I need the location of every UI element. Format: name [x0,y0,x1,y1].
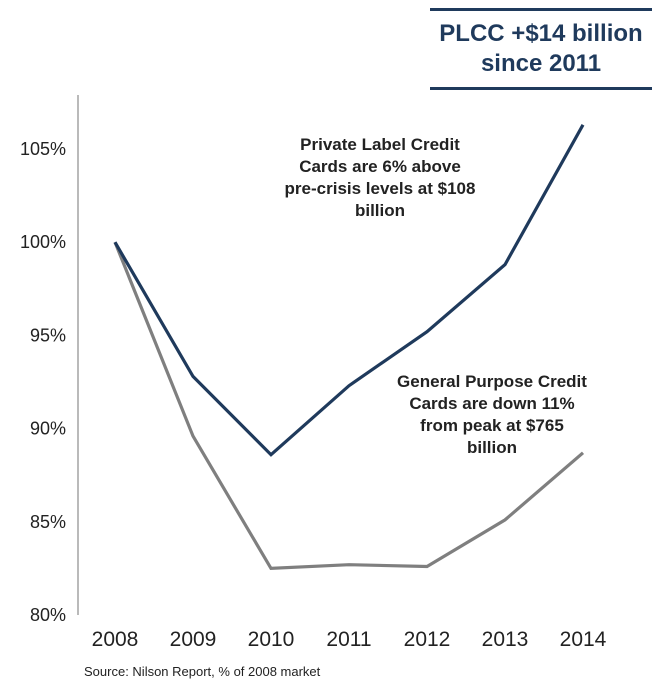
gpcc-annotation-line: from peak at $765 [420,416,564,435]
callout-line-2: since 2011 [480,50,602,77]
callout-line-1: PLCC +$14 billion [439,20,643,47]
plcc-annotation-line: billion [354,201,406,220]
x-tick-label: 2012 [404,628,451,651]
callout-box: PLCC +$14 billion since 2011 [430,8,652,90]
x-tick-label: 2014 [560,628,607,651]
y-tick-label: 85% [30,512,66,532]
source-note: Source: Nilson Report, % of 2008 market [84,664,321,679]
x-tick-label: 2011 [326,628,371,651]
series-line-plcc [113,124,585,457]
plcc-annotation-line: pre-crisis levels at $108 [284,179,476,198]
gpcc-annotation: General Purpose Credit Cards are down 11… [374,371,610,459]
plcc-annotation-line: Cards are 6% above [299,157,461,176]
y-tick-label: 105% [20,139,66,159]
x-tick-label: 2013 [482,628,529,651]
y-tick-label: 90% [30,419,66,439]
gpcc-annotation-line: General Purpose Credit [397,372,587,391]
plcc-annotation: Private Label Credit Cards are 6% above … [262,134,498,222]
plcc-annotation-line: Private Label Credit [300,135,460,154]
x-tick-label: 2010 [248,628,295,651]
y-tick-label: 80% [30,605,66,625]
y-tick-label: 100% [20,232,66,252]
gpcc-annotation-line: billion [466,438,518,457]
x-tick-label: 2009 [170,628,217,651]
gpcc-annotation-line: Cards are down 11% [409,394,575,413]
y-tick-label: 95% [30,325,66,345]
x-tick-label: 2008 [92,628,139,651]
series-line-gpcc [113,241,585,571]
